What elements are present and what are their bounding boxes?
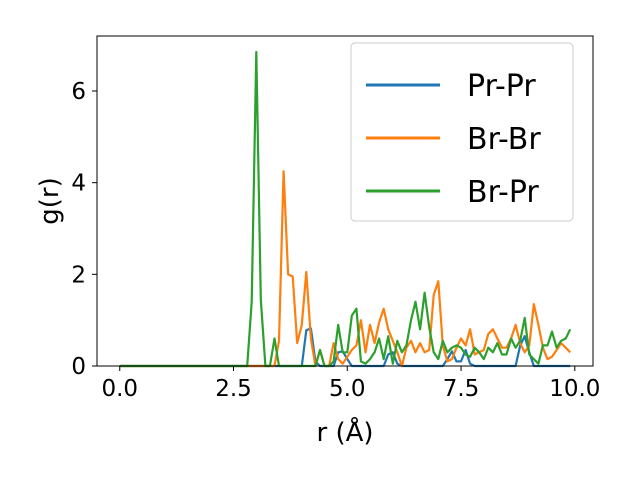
x-tick-label: 2.5	[215, 376, 252, 402]
y-tick-label: 2	[71, 262, 86, 288]
x-tick-label: 5.0	[329, 376, 366, 402]
legend-label: Br-Br	[467, 122, 541, 157]
x-tick-label: 7.5	[443, 376, 480, 402]
y-tick-label: 4	[71, 171, 86, 197]
x-axis-label: r (Å)	[316, 416, 373, 448]
legend: Pr-Pr Br-Br Br-Pr	[350, 42, 574, 222]
y-axis: 0 2 4 6	[71, 79, 97, 380]
x-tick-label: 0.0	[101, 376, 138, 402]
legend-box	[350, 42, 574, 222]
y-tick-label: 6	[71, 79, 86, 105]
x-tick-label: 10.0	[549, 376, 600, 402]
y-tick-label: 0	[71, 354, 86, 380]
legend-label: Br-Pr	[467, 175, 539, 210]
y-axis-label: g(r)	[35, 177, 65, 224]
plot-frame	[96, 35, 594, 367]
legend-label: Pr-Pr	[467, 69, 536, 104]
x-axis: 0.0 2.5 5.0 7.5 10.0	[101, 366, 600, 402]
series-line-br-pr	[119, 50, 572, 368]
